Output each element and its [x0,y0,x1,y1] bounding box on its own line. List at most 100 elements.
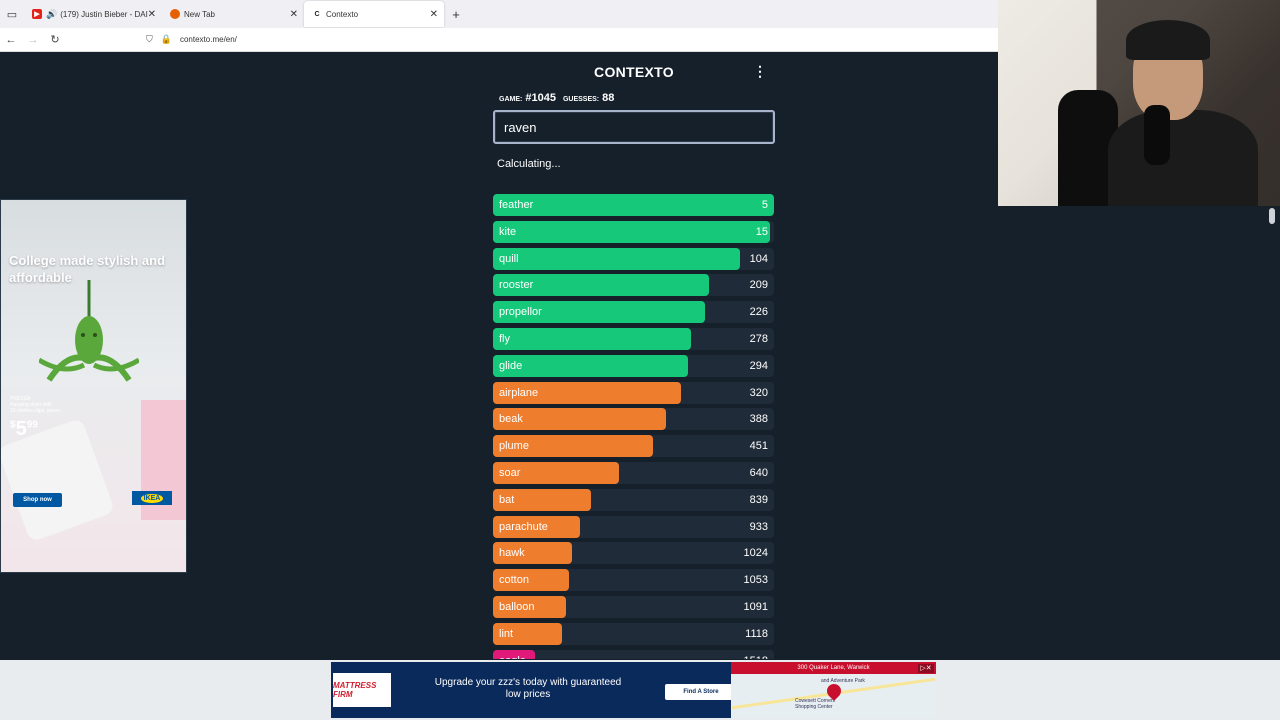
close-tab-icon[interactable]: ✕ [429,8,438,20]
guess-input[interactable]: raven [493,110,775,144]
guess-word: eagle [499,650,526,659]
back-icon[interactable]: ← [5,33,17,46]
guess-proximity-bar [493,489,591,511]
guess-distance: 5 [761,199,768,211]
guess-word: propellor [499,306,542,318]
guess-proximity-bar [493,569,569,591]
guess-row: bat 839 [493,489,774,511]
ad-price: $599 [10,418,38,440]
microphone [1144,105,1170,165]
tab-contexto[interactable]: C Contexto ✕ [304,1,444,27]
close-tab-icon[interactable]: ✕ [147,8,156,20]
forward-icon[interactable]: → [27,33,39,46]
mattress-firm-logo: MATTRESS FIRM [333,673,391,707]
more-menu-icon[interactable]: ⋮ [753,63,767,79]
tab-label: (179) Justin Bieber - DAISIE [60,9,148,19]
guess-row: eagle 1518 [493,650,774,659]
guess-proximity-bar [493,542,572,564]
guess-proximity-bar [493,301,705,323]
guess-word: bat [499,494,515,506]
guess-word: quill [499,253,519,265]
guesses-label: GUESSES: [562,96,600,103]
guess-distance: 451 [749,440,768,452]
guess-row: soar 640 [493,462,774,484]
contexto-game: CONTEXTO ⋮ GAME: #1045 GUESSES: 88 raven… [493,52,775,176]
guess-distance: 209 [749,279,768,291]
guess-row: lint 1118 [493,623,774,645]
guess-word: hawk [499,547,525,559]
guess-proximity-bar [493,274,709,296]
status-message: Calculating... [497,158,561,170]
url-text: contexto.me/en/ [179,35,237,44]
guess-distance: 294 [749,360,768,372]
guess-distance: 839 [749,494,768,506]
guess-row: hawk 1024 [493,542,774,564]
guess-proximity-bar [493,623,562,645]
guess-row: airplane 320 [493,382,774,404]
guess-word: cotton [499,574,529,586]
ad-close-icon[interactable]: ▷✕ [918,664,934,673]
guess-row: beak 388 [493,408,774,430]
scrollbar-thumb[interactable] [1269,208,1275,224]
guess-distance: 933 [749,521,768,533]
tab-list-icon[interactable]: ▭ [6,8,18,21]
shield-icon[interactable]: ⛉ [146,34,153,44]
bottom-advertisement[interactable]: MATTRESS FIRM Upgrade your zzz's today w… [331,662,936,718]
guess-row: glide 294 [493,355,774,377]
game-header: CONTEXTO ⋮ [493,52,775,92]
guess-row: feather 5 [493,194,774,216]
guess-word: glide [499,360,523,372]
guesses-count: 88 [602,92,615,104]
guess-row: parachute 933 [493,516,774,538]
guess-list: feather 5 kite 15 quill 104 rooster 209 propello… [493,194,774,659]
guess-distance: 320 [749,387,768,399]
game-title: CONTEXTO [594,64,674,80]
ikea-logo: IKEA [132,491,172,505]
guess-row: fly 278 [493,328,774,350]
youtube-icon: ▶ [32,9,42,19]
lock-icon[interactable]: 🔒 [160,34,172,44]
ad-headline: College made stylish and affordable [9,253,166,285]
guess-word: fly [499,333,510,345]
reload-icon[interactable]: ↻ [50,34,60,46]
product-image [39,280,139,382]
guess-row: cotton 1053 [493,569,774,591]
guess-row: rooster 209 [493,274,774,296]
guess-distance: 388 [749,413,768,425]
guess-distance: 1024 [743,547,768,559]
ad-address: 300 Quaker Lane, Warwick [731,662,936,674]
guess-proximity-bar [493,650,535,659]
guess-proximity-bar [493,194,774,216]
guess-proximity-bar [493,596,566,618]
guess-word: balloon [499,601,535,613]
guess-proximity-bar [493,408,666,430]
guess-proximity-bar [493,221,770,243]
shop-now-button[interactable]: Shop now [13,493,62,507]
game-info: GAME: #1045 GUESSES: 88 [493,92,775,108]
guess-word: soar [499,467,521,479]
guess-distance: 226 [749,306,768,318]
tab-youtube[interactable]: ▶ 🔊 (179) Justin Bieber - DAISIE ✕ [24,1,162,27]
page-scrollbar[interactable] [1266,206,1280,660]
new-tab-icon[interactable]: + [452,6,460,22]
guess-row: propellor 226 [493,301,774,323]
left-advertisement[interactable]: College made stylish and affordable PRES… [0,199,187,573]
audio-icon[interactable]: 🔊 [46,8,58,19]
guess-distance: 1053 [743,574,768,586]
guess-proximity-bar [493,516,580,538]
ad-map: 300 Quaker Lane, Warwick and Adventure P… [731,662,936,718]
guess-proximity-bar [493,462,619,484]
map-label: Cowesett Corners Shopping Center [795,698,836,710]
find-store-button[interactable]: Find A Store [665,684,737,700]
guess-proximity-bar [493,355,688,377]
ad-message: Upgrade your zzz's today with guaranteed… [434,677,622,700]
tab-bar: ▭ ▶ 🔊 (179) Justin Bieber - DAISIE ✕ New… [0,0,998,28]
tab-new-tab[interactable]: New Tab ✕ [162,1,304,27]
url-bar[interactable]: ⛉ 🔒 contexto.me/en/ [146,34,237,45]
close-tab-icon[interactable]: ✕ [289,8,298,20]
guess-word: lint [499,628,514,640]
webcam-overlay [998,0,1280,206]
game-label: GAME: [499,96,523,103]
guess-distance: 1091 [743,601,768,613]
guess-word: rooster [499,279,534,291]
